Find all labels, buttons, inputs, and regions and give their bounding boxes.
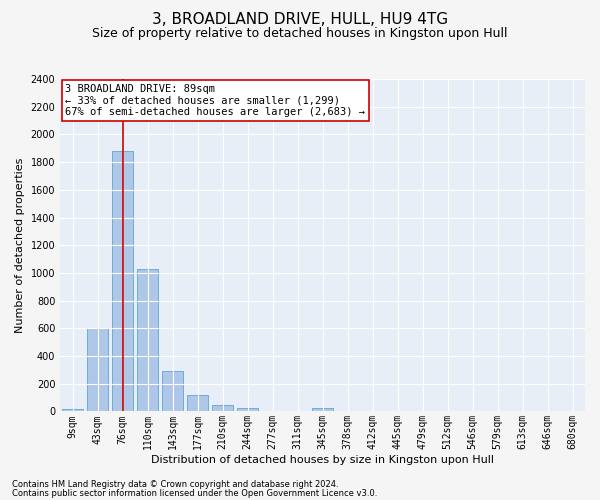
Text: Contains public sector information licensed under the Open Government Licence v3: Contains public sector information licen… (12, 488, 377, 498)
X-axis label: Distribution of detached houses by size in Kingston upon Hull: Distribution of detached houses by size … (151, 455, 494, 465)
Bar (137, 269, 158, 412)
Bar (62, 408, 83, 412)
Text: Size of property relative to detached houses in Kingston upon Hull: Size of property relative to detached ho… (92, 28, 508, 40)
Bar (212, 405, 233, 411)
Bar (237, 408, 258, 412)
Text: 3, BROADLAND DRIVE, HULL, HU9 4TG: 3, BROADLAND DRIVE, HULL, HU9 4TG (152, 12, 448, 28)
Bar (312, 408, 333, 412)
Bar (162, 371, 183, 412)
Text: Contains HM Land Registry data © Crown copyright and database right 2024.: Contains HM Land Registry data © Crown c… (12, 480, 338, 489)
Bar (87, 328, 108, 411)
Text: 3 BROADLAND DRIVE: 89sqm
← 33% of detached houses are smaller (1,299)
67% of sem: 3 BROADLAND DRIVE: 89sqm ← 33% of detach… (65, 84, 365, 117)
Bar (112, 151, 133, 411)
Bar (187, 396, 208, 411)
Y-axis label: Number of detached properties: Number of detached properties (15, 158, 25, 333)
